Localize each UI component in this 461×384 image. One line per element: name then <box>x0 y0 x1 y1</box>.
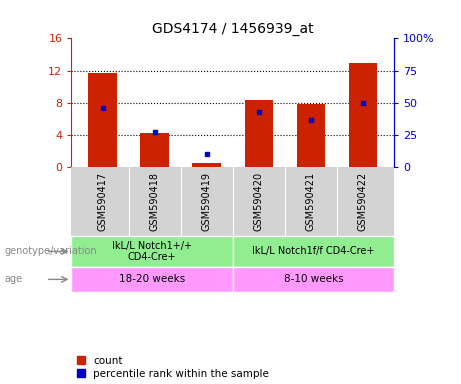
Text: GSM590420: GSM590420 <box>254 172 264 231</box>
Bar <box>71 236 233 267</box>
Text: IkL/L Notch1f/f CD4-Cre+: IkL/L Notch1f/f CD4-Cre+ <box>252 247 375 257</box>
Bar <box>244 101 273 167</box>
Bar <box>233 267 394 292</box>
Text: genotype/variation: genotype/variation <box>5 247 97 257</box>
Legend: count, percentile rank within the sample: count, percentile rank within the sample <box>77 356 269 379</box>
Text: GSM590419: GSM590419 <box>202 172 212 231</box>
Text: GSM590417: GSM590417 <box>98 172 108 231</box>
Bar <box>89 73 117 167</box>
Text: 8-10 weeks: 8-10 weeks <box>284 275 343 285</box>
Bar <box>296 104 325 167</box>
Bar <box>349 63 377 167</box>
Text: age: age <box>5 275 23 285</box>
Bar <box>193 163 221 167</box>
Bar <box>141 132 169 167</box>
Text: 18-20 weeks: 18-20 weeks <box>119 275 185 285</box>
Bar <box>71 267 233 292</box>
Text: GSM590418: GSM590418 <box>150 172 160 231</box>
Bar <box>233 236 394 267</box>
Title: GDS4174 / 1456939_at: GDS4174 / 1456939_at <box>152 22 313 36</box>
Text: GSM590422: GSM590422 <box>358 172 368 231</box>
Text: GSM590421: GSM590421 <box>306 172 316 231</box>
Text: IkL/L Notch1+/+
CD4-Cre+: IkL/L Notch1+/+ CD4-Cre+ <box>112 241 192 262</box>
